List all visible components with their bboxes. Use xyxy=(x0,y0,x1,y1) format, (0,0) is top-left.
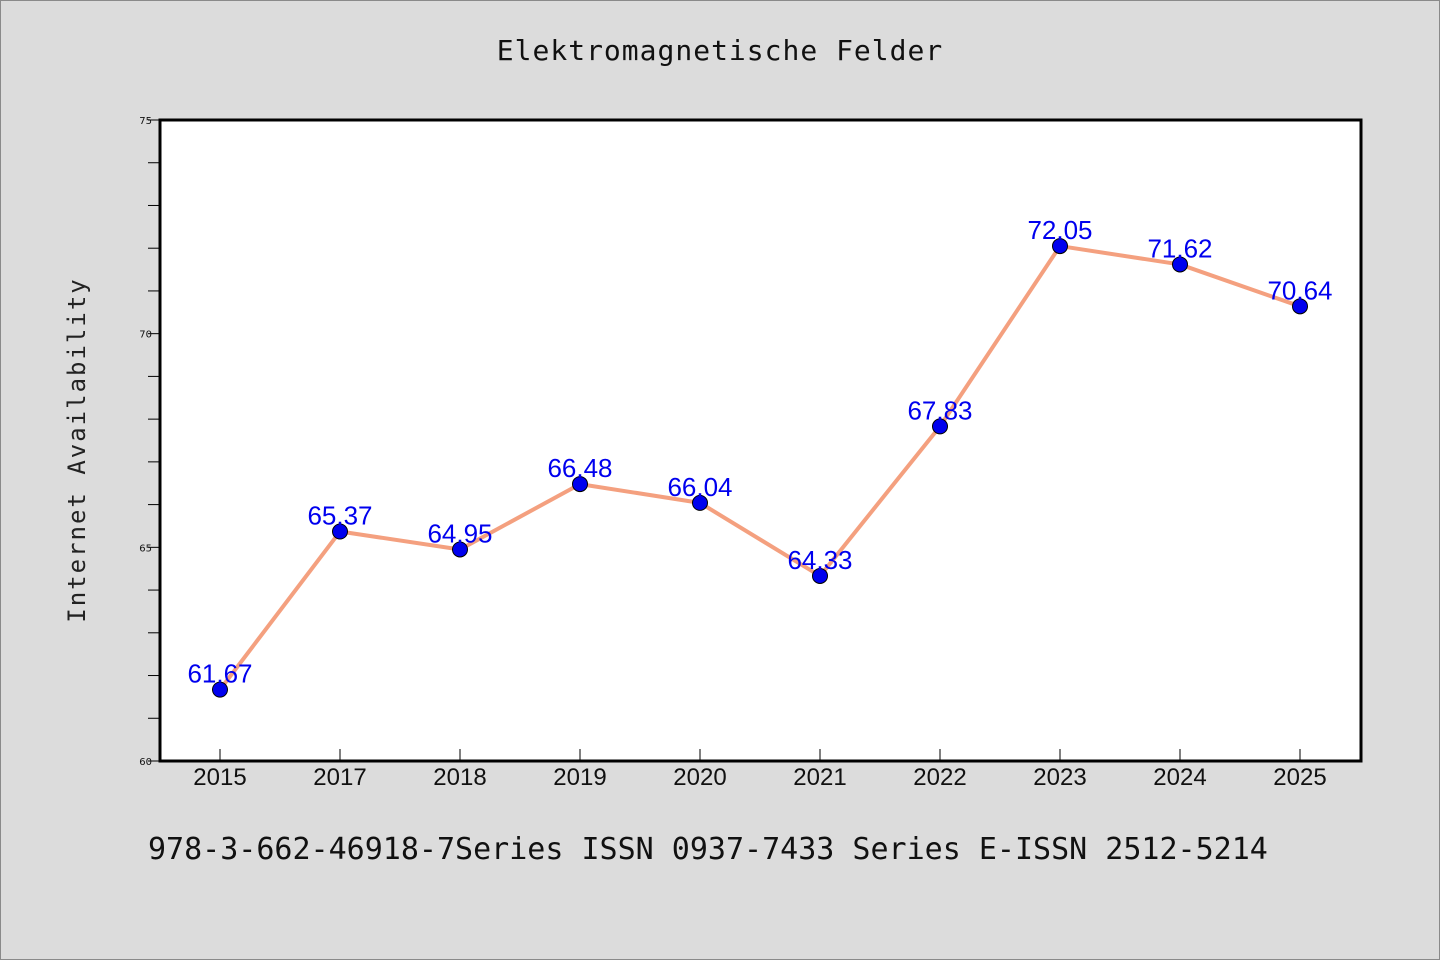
x-tick-label: 2024 xyxy=(1153,764,1206,791)
data-point xyxy=(812,567,828,584)
data-labels: 61.67 65.37 64.95 66.48 66.04 64.33 67.83 72.05… xyxy=(187,215,1332,689)
y-tick-label: 60 xyxy=(139,757,152,768)
x-tick-label: 2025 xyxy=(1273,764,1326,791)
x-tick-label: 2017 xyxy=(313,764,366,791)
data-label: 64.95 xyxy=(427,518,492,548)
data-point xyxy=(452,541,468,558)
data-point xyxy=(1172,256,1188,273)
data-point xyxy=(212,681,228,698)
y-tick-label: 70 xyxy=(139,330,152,341)
data-label: 65.37 xyxy=(307,501,372,531)
data-label: 71.62 xyxy=(1147,233,1212,263)
y-tick-label: 65 xyxy=(139,543,152,554)
x-tick-label: 2019 xyxy=(553,764,606,791)
x-tick-label: 2023 xyxy=(1033,764,1086,791)
x-tick-label: 2022 xyxy=(913,764,966,791)
y-axis: 60 65 70 75 xyxy=(139,116,160,768)
chart-title: Elektromagnetische Felder xyxy=(496,34,944,67)
x-tick-label: 2015 xyxy=(193,764,246,791)
isbn-caption: 978-3-662-46918-7Series ISSN 0937-7433 S… xyxy=(148,832,1268,867)
y-tick-label: 75 xyxy=(139,116,152,127)
data-label: 64.33 xyxy=(787,545,852,575)
data-label: 66.04 xyxy=(667,472,732,502)
data-point xyxy=(572,476,588,493)
x-tick-label: 2018 xyxy=(433,764,486,791)
series-line xyxy=(218,244,1301,691)
data-point xyxy=(1292,298,1308,315)
data-point xyxy=(692,494,708,511)
x-axis: 2015 2017 2018 2019 2020 2021 2022 2023 2024 2025 xyxy=(193,749,1327,791)
data-point xyxy=(932,418,948,435)
data-label: 67.83 xyxy=(907,395,972,425)
data-point xyxy=(332,523,348,540)
data-point xyxy=(1052,238,1068,255)
data-label: 70.64 xyxy=(1267,275,1332,305)
plot-area xyxy=(158,118,1363,763)
x-tick-label: 2020 xyxy=(673,764,726,791)
data-label: 61.67 xyxy=(187,659,252,689)
data-label: 66.48 xyxy=(547,453,612,483)
series-markers xyxy=(212,238,1308,698)
data-label: 72.05 xyxy=(1027,215,1092,245)
x-tick-label: 2021 xyxy=(793,764,846,791)
